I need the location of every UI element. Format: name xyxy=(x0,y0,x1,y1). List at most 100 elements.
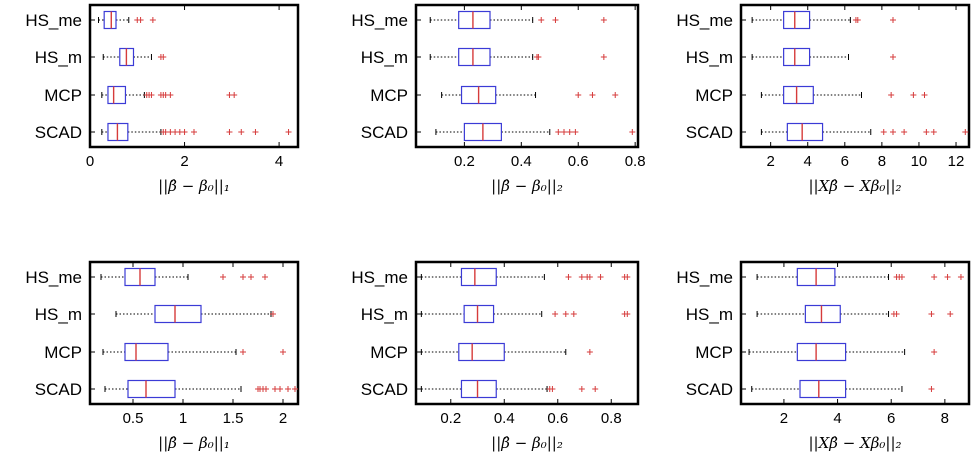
box-iqr xyxy=(458,342,505,362)
category-label-hs-me: HS_me xyxy=(25,11,82,30)
box-mcp xyxy=(420,342,593,362)
plot-frame xyxy=(88,260,300,406)
x-tick-label: 4 xyxy=(833,410,841,427)
outlier-marker xyxy=(597,274,604,280)
box-iqr xyxy=(783,47,811,67)
outlier-marker xyxy=(566,129,573,135)
plot-frame xyxy=(88,3,300,149)
outlier-marker xyxy=(624,274,631,280)
outlier-marker xyxy=(252,129,259,135)
outlier-marker xyxy=(137,17,144,23)
category-label-hs-m: HS_m xyxy=(35,48,82,67)
outlier-marker xyxy=(589,92,596,98)
outlier-marker xyxy=(562,311,569,317)
x-tick-label: 2 xyxy=(766,153,774,170)
outlier-marker xyxy=(565,274,572,280)
outlier-marker xyxy=(880,129,887,135)
category-label-hs-m: HS_m xyxy=(361,305,408,324)
category-label-mcp: MCP xyxy=(44,86,82,105)
box-iqr xyxy=(783,85,814,105)
box-hs-me xyxy=(420,267,631,287)
x-tick-label: 0.2 xyxy=(440,410,461,427)
box-hs-me xyxy=(751,10,896,30)
box-scad xyxy=(101,122,292,142)
outlier-marker xyxy=(240,274,246,280)
outlier-marker xyxy=(586,349,593,355)
box-mcp xyxy=(102,342,286,362)
outlier-marker xyxy=(578,274,585,280)
chart-panel-3: 2 4 6 8 10 12 ||Xβ̂ − Xβ₀||₂ HS_me HS_m MCP SCAD xyxy=(676,3,971,195)
x-axis-label: ||β̂ − β₀||₁ xyxy=(158,434,230,452)
x-tick-label: 0.6 xyxy=(547,410,568,427)
box-iqr xyxy=(154,304,202,324)
x-tick-label: 0.8 xyxy=(601,410,622,427)
category-label-hs-me: HS_me xyxy=(351,11,408,30)
category-label-mcp: MCP xyxy=(370,343,408,362)
box-iqr xyxy=(107,85,127,105)
outlier-marker xyxy=(957,274,964,280)
x-tick-label: 2 xyxy=(780,410,788,427)
plot-frame xyxy=(414,260,640,406)
x-tick-label: 1 xyxy=(179,410,187,427)
outlier-marker xyxy=(167,92,174,98)
x-axis-label: ||Xβ̂ − Xβ₀||₂ xyxy=(808,177,901,195)
box-iqr xyxy=(458,47,491,67)
chart-panel-1: 0 2 4 ||β̂ − β₀||₁ HS_me HS_m MCP SCAD xyxy=(25,3,300,195)
category-label-scad: SCAD xyxy=(35,380,82,399)
box-mcp xyxy=(748,342,938,362)
outlier-marker xyxy=(893,311,900,317)
x-tick-label: 10 xyxy=(911,153,928,170)
plot-frame xyxy=(739,3,971,149)
x-tick-label: 0.5 xyxy=(123,410,144,427)
x-axis-label: ||β̂ − β₀||₂ xyxy=(491,177,563,195)
outlier-marker xyxy=(280,349,286,355)
box-iqr xyxy=(458,10,491,30)
outlier-marker xyxy=(962,129,969,135)
x-tick-label: 0.6 xyxy=(568,153,589,170)
box-iqr xyxy=(463,304,495,324)
outlier-marker xyxy=(923,129,930,135)
outlier-marker xyxy=(549,386,556,392)
outlier-marker xyxy=(149,17,156,23)
x-axis-label: ||β̂ − β₀||₂ xyxy=(491,434,563,452)
outlier-marker xyxy=(944,274,951,280)
outlier-marker xyxy=(890,17,896,23)
outlier-marker xyxy=(947,311,954,317)
x-tick-label: 0.4 xyxy=(511,153,532,170)
x-tick-label: 0.2 xyxy=(454,153,475,170)
box-hs-m xyxy=(751,47,896,67)
outlier-marker xyxy=(285,386,291,392)
outlier-marker xyxy=(248,274,254,280)
box-hs-m xyxy=(115,304,276,324)
box-iqr xyxy=(460,379,497,399)
x-tick-label: 4 xyxy=(275,153,283,170)
outlier-marker xyxy=(181,129,188,135)
plot-frame xyxy=(414,3,640,149)
box-scad xyxy=(420,379,599,399)
category-label-hs-m: HS_m xyxy=(35,305,82,324)
box-scad xyxy=(104,379,298,399)
category-label-scad: SCAD xyxy=(361,123,408,142)
outlier-marker xyxy=(285,129,292,135)
x-axis-label: ||Xβ̂ − Xβ₀||₂ xyxy=(808,434,901,452)
outlier-marker xyxy=(262,274,268,280)
chart-panel-6: 2 4 6 8 ||Xβ̂ − Xβ₀||₂ HS_me HS_m MCP SCAD xyxy=(676,260,971,452)
outlier-marker xyxy=(586,274,593,280)
outlier-marker xyxy=(629,129,636,135)
box-hs-m xyxy=(420,304,631,324)
chart-panel-2: 0.2 0.4 0.6 0.8 ||β̂ − β₀||₂ HS_me HS_m MCP SCAD xyxy=(351,3,646,195)
box-scad xyxy=(435,122,636,142)
box-iqr xyxy=(124,342,169,362)
outlier-marker xyxy=(854,17,861,23)
x-tick-label: 8 xyxy=(941,410,949,427)
box-mcp xyxy=(101,85,238,105)
outlier-marker xyxy=(191,129,197,135)
outlier-marker xyxy=(231,92,238,98)
outlier-marker xyxy=(592,386,599,392)
outlier-marker xyxy=(888,92,895,98)
category-label-mcp: MCP xyxy=(695,343,733,362)
box-iqr xyxy=(783,10,811,30)
x-tick-label: 6 xyxy=(887,410,895,427)
box-iqr xyxy=(804,304,841,324)
outlier-marker xyxy=(292,386,298,392)
